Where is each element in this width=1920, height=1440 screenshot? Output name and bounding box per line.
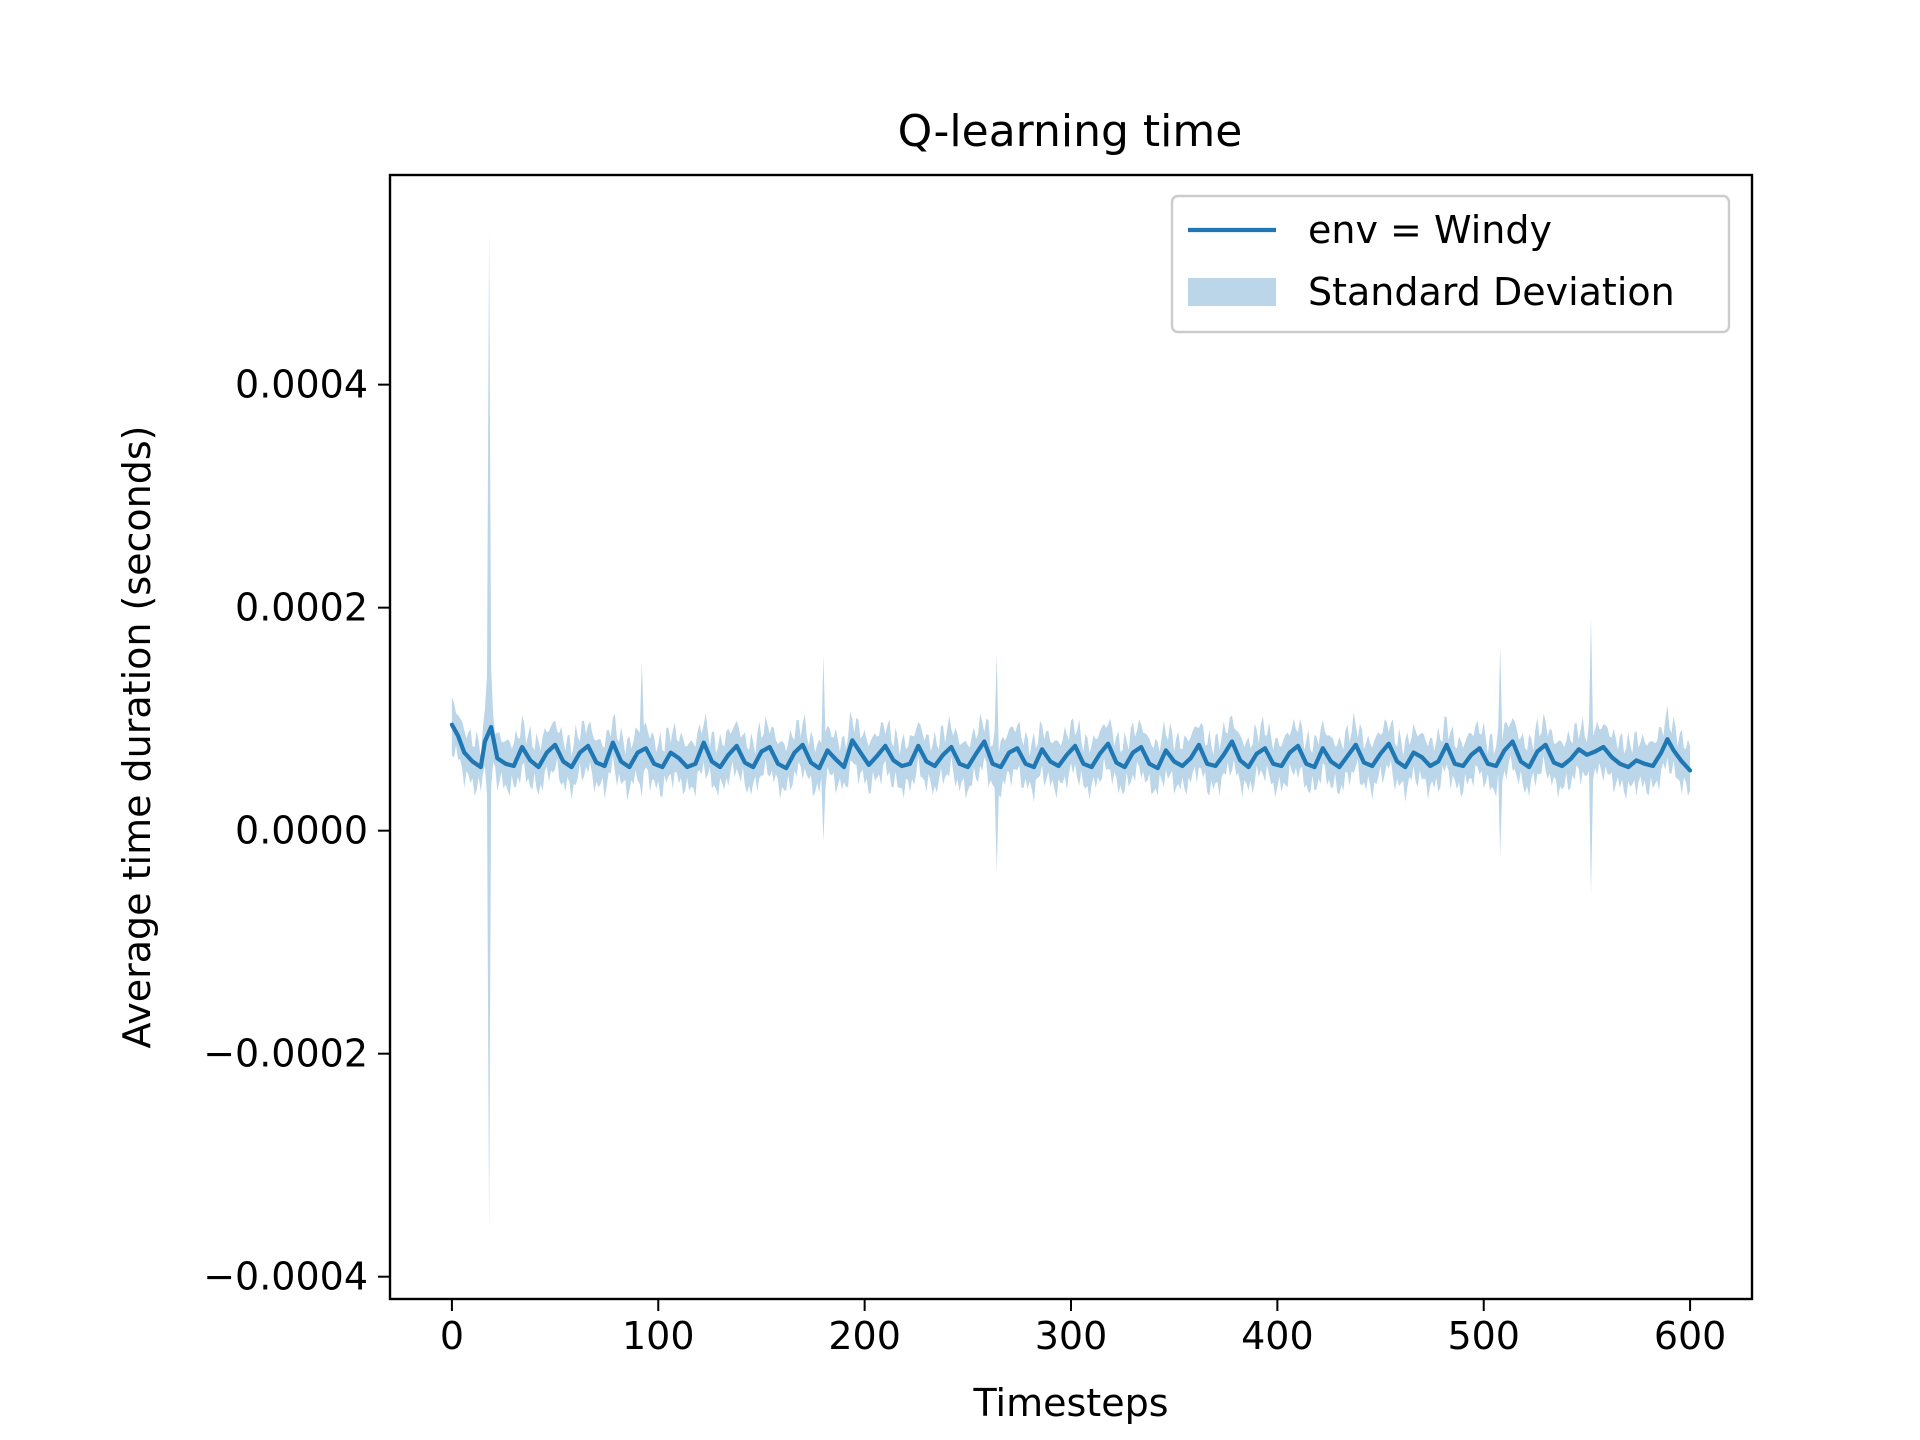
x-tick-label: 500 xyxy=(1447,1314,1520,1358)
y-tick-label: −0.0004 xyxy=(203,1255,368,1299)
x-tick-label: 400 xyxy=(1241,1314,1314,1358)
legend-band-label: Standard Deviation xyxy=(1308,270,1675,314)
y-axis-label: Average time duration (seconds) xyxy=(115,425,159,1048)
legend-box xyxy=(1170,194,1731,334)
y-tick-label: −0.0002 xyxy=(203,1032,368,1076)
y-tick-label: 0.0002 xyxy=(235,586,368,630)
x-tick-label: 0 xyxy=(440,1314,464,1358)
y-axis: −0.0004 −0.0002 0.0000 0.0002 0.0004 xyxy=(203,363,390,1299)
x-tick-label: 300 xyxy=(1035,1314,1108,1358)
y-tick-label: 0.0004 xyxy=(235,363,368,407)
legend-band-swatch xyxy=(1188,278,1276,306)
x-tick-label: 100 xyxy=(622,1314,695,1358)
std-deviation-band xyxy=(451,228,1691,1233)
mean-line-env-windy xyxy=(449,722,1693,773)
x-axis-label: Timesteps xyxy=(973,1381,1169,1425)
x-axis: 0 100 200 300 400 500 600 xyxy=(440,1299,1727,1358)
x-tick-label: 600 xyxy=(1654,1314,1727,1358)
chart-title: Q-learning time xyxy=(898,106,1243,157)
plot-area xyxy=(449,228,1693,1233)
y-tick-label: 0.0000 xyxy=(235,809,368,853)
x-tick-label: 200 xyxy=(828,1314,901,1358)
legend-line-label: env = Windy xyxy=(1308,208,1552,252)
legend: env = Windy Standard Deviation xyxy=(1170,194,1731,334)
